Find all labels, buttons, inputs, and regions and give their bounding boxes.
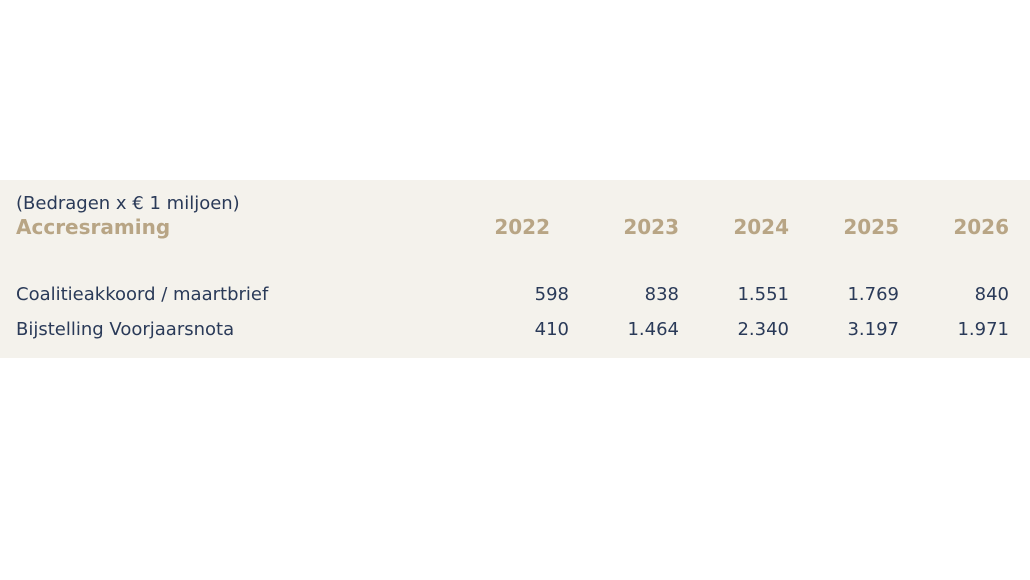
table-cell: 410: [534, 319, 569, 340]
table-cell: 838: [644, 284, 679, 305]
table-cell: 1.971: [957, 319, 1009, 340]
column-header-year: 2025: [843, 215, 899, 239]
table-cell: 1.551: [737, 284, 789, 305]
table-cell: 598: [534, 284, 569, 305]
column-header-year: 2023: [623, 215, 679, 239]
table-cell: 1.464: [627, 319, 679, 340]
table-title: Accresraming: [16, 215, 171, 239]
column-header-year: 2022: [494, 215, 550, 239]
table-caption: (Bedragen x € 1 miljoen): [16, 193, 240, 214]
table-cell: 2.340: [737, 319, 789, 340]
column-header-year: 2026: [953, 215, 1009, 239]
table-cell: 840: [974, 284, 1009, 305]
table-cell: 3.197: [847, 319, 899, 340]
column-header-year: 2024: [733, 215, 789, 239]
accresraming-table: [0, 180, 1030, 358]
row-label-coalitieakkoord: Coalitieakkoord / maartbrief: [16, 284, 269, 305]
row-label-bijstelling: Bijstelling Voorjaarsnota: [16, 319, 235, 340]
table-cell: 1.769: [847, 284, 899, 305]
